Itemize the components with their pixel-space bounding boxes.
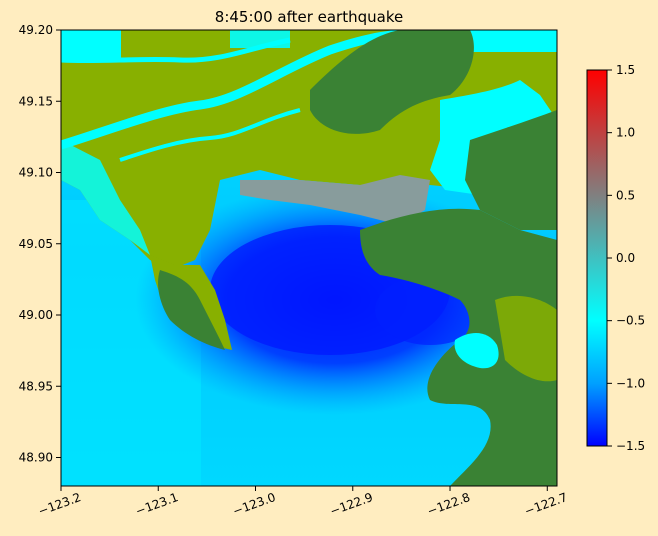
plot-area xyxy=(61,30,557,486)
river-arm-north xyxy=(61,37,291,64)
colorbar-tick-label-5: 1.0 xyxy=(616,126,635,140)
upland-north xyxy=(310,30,474,134)
flood-patch-coast xyxy=(61,140,150,255)
flood-patch-ne xyxy=(470,30,557,52)
y-tick-label-4: 49.10 xyxy=(19,166,53,180)
colorbar-tick-label-3: 0.0 xyxy=(616,251,635,265)
shore-surge-band xyxy=(240,175,430,225)
colorbar-ticks: −1.5 −1.0 −0.5 0.0 0.5 1.0 1.5 xyxy=(607,63,645,453)
colorbar-tick-label-6: 1.5 xyxy=(616,63,635,77)
river-arm-south xyxy=(119,108,301,162)
upland-peninsula xyxy=(158,270,225,350)
x-tick-label-3: −122.9 xyxy=(328,490,375,518)
x-tick-label-4: −122.8 xyxy=(425,490,472,518)
fraser-river xyxy=(61,30,421,150)
colorbar-tick-label-4: 0.5 xyxy=(616,188,635,202)
y-tick-label-5: 49.15 xyxy=(19,94,53,108)
inlet-east xyxy=(454,333,499,369)
colorbar-tick-label-2: −0.5 xyxy=(616,314,645,328)
x-tick-label-1: −123.1 xyxy=(134,490,181,518)
plot-frame xyxy=(60,29,558,487)
y-tick-label-0: 48.90 xyxy=(19,451,53,465)
upland-east xyxy=(465,110,557,230)
chart-title: 8:45:00 after earthquake xyxy=(215,8,403,26)
lowland-fringe-se xyxy=(495,295,557,382)
colorbar-tick-label-0: −1.5 xyxy=(616,439,645,453)
flood-patch-n xyxy=(230,30,290,48)
colorbar-gradient xyxy=(586,69,608,447)
x-axis: −123.2 −123.1 −123.0 −122.9 −122.8 −122.7 xyxy=(36,486,569,518)
y-tick-label-6: 49.20 xyxy=(19,23,53,37)
x-tick-label-0: −123.2 xyxy=(36,490,83,518)
y-tick-label-3: 49.05 xyxy=(19,237,53,251)
y-tick-label-1: 48.95 xyxy=(19,379,53,393)
colorbar: −1.5 −1.0 −0.5 0.0 0.5 1.0 1.5 xyxy=(586,63,645,453)
colorbar-tick-label-1: −1.0 xyxy=(616,376,645,390)
flood-patch-nw xyxy=(61,30,121,58)
x-tick-label-2: −123.0 xyxy=(231,490,278,518)
x-tick-label-5: −122.7 xyxy=(523,490,570,518)
y-tick-label-2: 49.00 xyxy=(19,308,53,322)
y-axis: 48.90 48.95 49.00 49.05 49.10 49.15 49.20 xyxy=(19,23,61,465)
